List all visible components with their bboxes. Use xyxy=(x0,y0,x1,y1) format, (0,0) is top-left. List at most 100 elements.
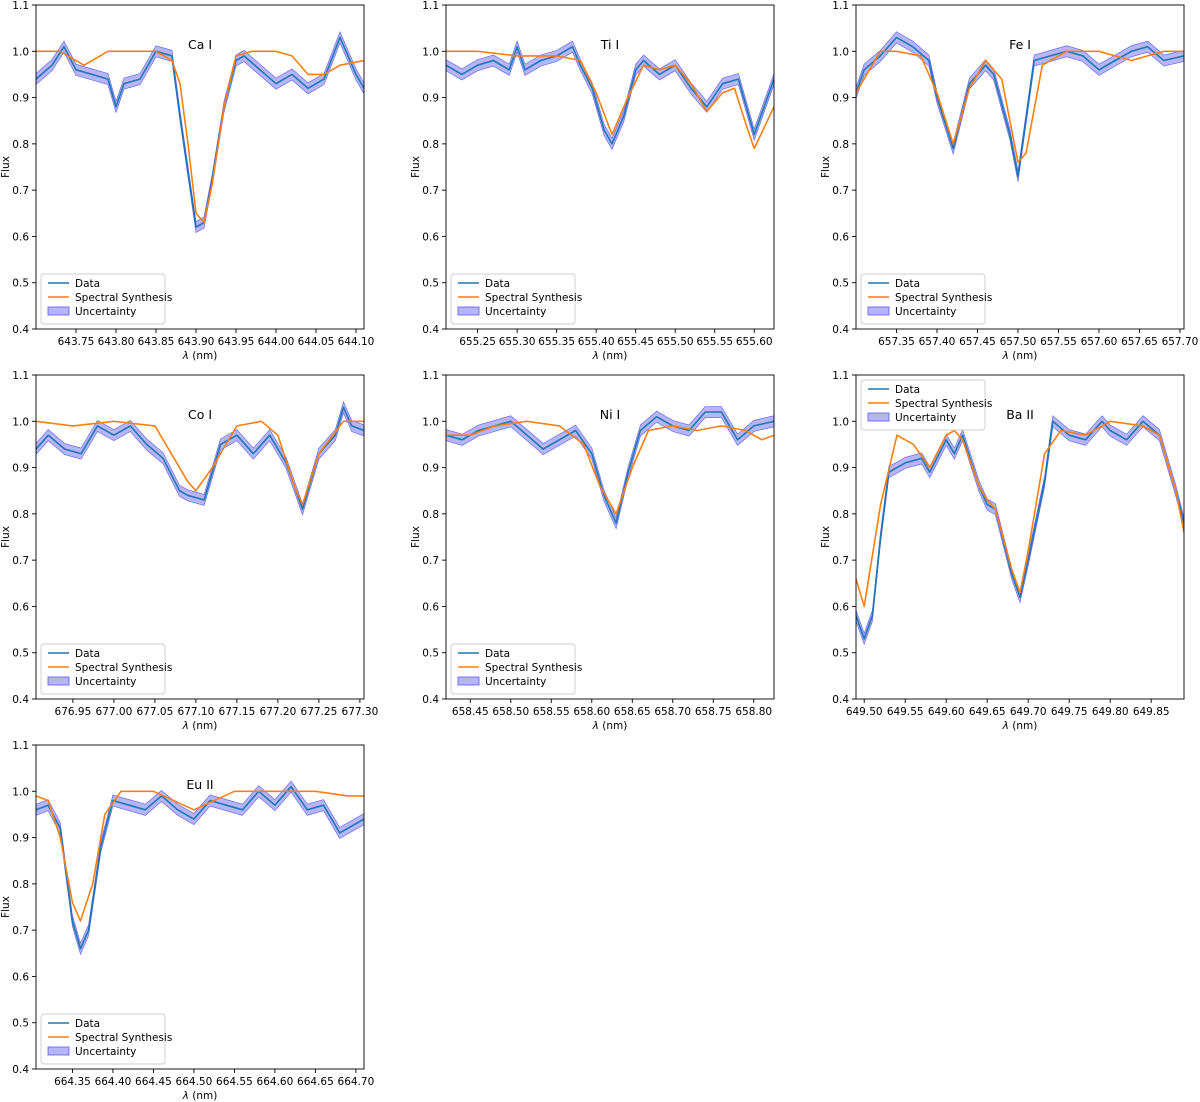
x-tick-label: 649.75 xyxy=(1051,706,1088,718)
y-tick-label: 0.9 xyxy=(832,463,849,475)
y-tick-label: 0.4 xyxy=(422,694,439,706)
x-tick-label: 643.80 xyxy=(98,336,135,348)
y-tick-label: 0.4 xyxy=(12,324,29,336)
y-tick-label: 1.1 xyxy=(832,370,849,382)
y-tick-label: 0.5 xyxy=(832,278,849,290)
y-tick-label: 1.0 xyxy=(832,416,849,428)
legend-synthesis-label: Spectral Synthesis xyxy=(75,1032,172,1044)
legend: Data Spectral Synthesis Uncertainty xyxy=(860,379,992,431)
plot-area xyxy=(446,40,774,151)
y-tick-label: 0.5 xyxy=(422,648,439,660)
x-axis-label: λ (nm) xyxy=(182,720,218,732)
legend-uncertainty-label: Uncertainty xyxy=(485,306,546,318)
y-tick-label: 0.4 xyxy=(832,324,849,336)
x-tick-label: 664.65 xyxy=(297,1076,334,1088)
y-tick-label: 0.9 xyxy=(422,93,439,105)
panel-title: Eu II xyxy=(186,777,213,792)
x-tick-label: 658.50 xyxy=(492,706,529,718)
x-tick-label: 657.45 xyxy=(959,336,996,348)
axes-frame xyxy=(445,374,775,700)
panel-ti-i: 655.25 655.30 655.35 655.40 655.45 655.50 655.… xyxy=(410,0,775,362)
panel-title: Ti I xyxy=(600,37,619,52)
y-axis-label: Flux xyxy=(0,156,12,178)
legend-synthesis-label: Spectral Synthesis xyxy=(895,292,992,304)
y-tick-label: 0.8 xyxy=(832,139,849,151)
synthesis-line xyxy=(446,420,774,515)
legend-uncertainty-swatch xyxy=(867,412,890,422)
plot-area xyxy=(446,406,774,530)
legend-uncertainty-label: Uncertainty xyxy=(75,1046,136,1058)
y-tick-label: 0.9 xyxy=(832,93,849,105)
y-axis-label: Flux xyxy=(0,526,12,548)
x-tick-label: 658.70 xyxy=(654,706,691,718)
synthesis-line xyxy=(36,50,364,224)
legend-uncertainty-swatch xyxy=(47,1046,70,1056)
legend: Data Spectral Synthesis Uncertainty xyxy=(450,273,582,325)
y-tick-label: 0.7 xyxy=(12,925,29,937)
x-tick-label: 643.95 xyxy=(218,336,255,348)
x-tick-label: 649.65 xyxy=(969,706,1006,718)
y-tick-label: 0.9 xyxy=(422,463,439,475)
uncertainty-band xyxy=(856,31,1184,182)
legend: Data Spectral Synthesis Uncertainty xyxy=(40,643,172,695)
y-tick-label: 0.5 xyxy=(422,278,439,290)
legend-uncertainty-swatch xyxy=(457,676,480,686)
y-tick-label: 0.6 xyxy=(12,971,29,983)
legend-synthesis-label: Spectral Synthesis xyxy=(75,662,172,674)
x-tick-label: 657.70 xyxy=(1162,336,1199,348)
x-tick-label: 643.85 xyxy=(138,336,175,348)
x-tick-label: 655.40 xyxy=(578,336,615,348)
axes-frame xyxy=(35,4,365,330)
x-axis-label: λ (nm) xyxy=(182,1090,218,1102)
plot-area xyxy=(36,780,364,956)
panel-co-i: 676.95 677.00 677.05 677.10 677.15 677.20 677.… xyxy=(0,370,378,732)
y-tick-label: 1.0 xyxy=(832,46,849,58)
y-tick-label: 0.8 xyxy=(12,879,29,891)
x-tick-label: 664.60 xyxy=(257,1076,294,1088)
x-tick-label: 677.10 xyxy=(178,706,215,718)
x-tick-label: 677.00 xyxy=(96,706,133,718)
y-tick-label: 0.8 xyxy=(422,139,439,151)
legend-data-label: Data xyxy=(75,278,100,290)
y-tick-label: 0.8 xyxy=(832,509,849,521)
x-tick-label: 664.50 xyxy=(176,1076,213,1088)
legend-uncertainty-label: Uncertainty xyxy=(75,306,136,318)
y-tick-label: 0.9 xyxy=(12,833,29,845)
x-tick-label: 657.65 xyxy=(1121,336,1158,348)
y-tick-label: 0.5 xyxy=(832,648,849,660)
data-line xyxy=(446,411,774,524)
legend-synthesis-label: Spectral Synthesis xyxy=(485,292,582,304)
synthesis-line xyxy=(446,50,774,150)
x-tick-label: 664.55 xyxy=(216,1076,253,1088)
x-tick-label: 649.50 xyxy=(846,706,883,718)
y-tick-label: 0.4 xyxy=(12,694,29,706)
y-tick-label: 0.6 xyxy=(422,601,439,613)
y-axis-label: Flux xyxy=(0,896,12,918)
legend-uncertainty-label: Uncertainty xyxy=(75,676,136,688)
y-tick-label: 0.7 xyxy=(422,185,439,197)
panel-fe-i: 657.35 657.40 657.45 657.50 657.55 657.60 657.… xyxy=(820,0,1198,362)
legend: Data Spectral Synthesis Uncertainty xyxy=(40,1013,172,1065)
legend-uncertainty-label: Uncertainty xyxy=(485,676,546,688)
x-tick-label: 655.60 xyxy=(736,336,773,348)
x-tick-label: 655.45 xyxy=(617,336,654,348)
x-tick-label: 657.60 xyxy=(1081,336,1118,348)
x-tick-label: 655.25 xyxy=(459,336,496,348)
axes-frame xyxy=(855,4,1185,330)
legend-data-label: Data xyxy=(485,278,510,290)
plot-area xyxy=(856,31,1184,182)
x-tick-label: 664.35 xyxy=(54,1076,91,1088)
y-tick-label: 0.7 xyxy=(422,555,439,567)
y-axis-label: Flux xyxy=(820,156,832,178)
x-tick-label: 649.85 xyxy=(1133,706,1170,718)
y-tick-label: 0.6 xyxy=(422,231,439,243)
x-tick-label: 655.55 xyxy=(696,336,733,348)
y-tick-label: 0.4 xyxy=(422,324,439,336)
panel-title: Co I xyxy=(188,407,212,422)
y-tick-label: 0.6 xyxy=(12,231,29,243)
y-tick-label: 0.9 xyxy=(12,463,29,475)
synthesis-line xyxy=(856,50,1184,164)
y-tick-label: 1.1 xyxy=(422,0,439,12)
y-tick-label: 0.6 xyxy=(12,601,29,613)
x-tick-label: 643.75 xyxy=(58,336,95,348)
